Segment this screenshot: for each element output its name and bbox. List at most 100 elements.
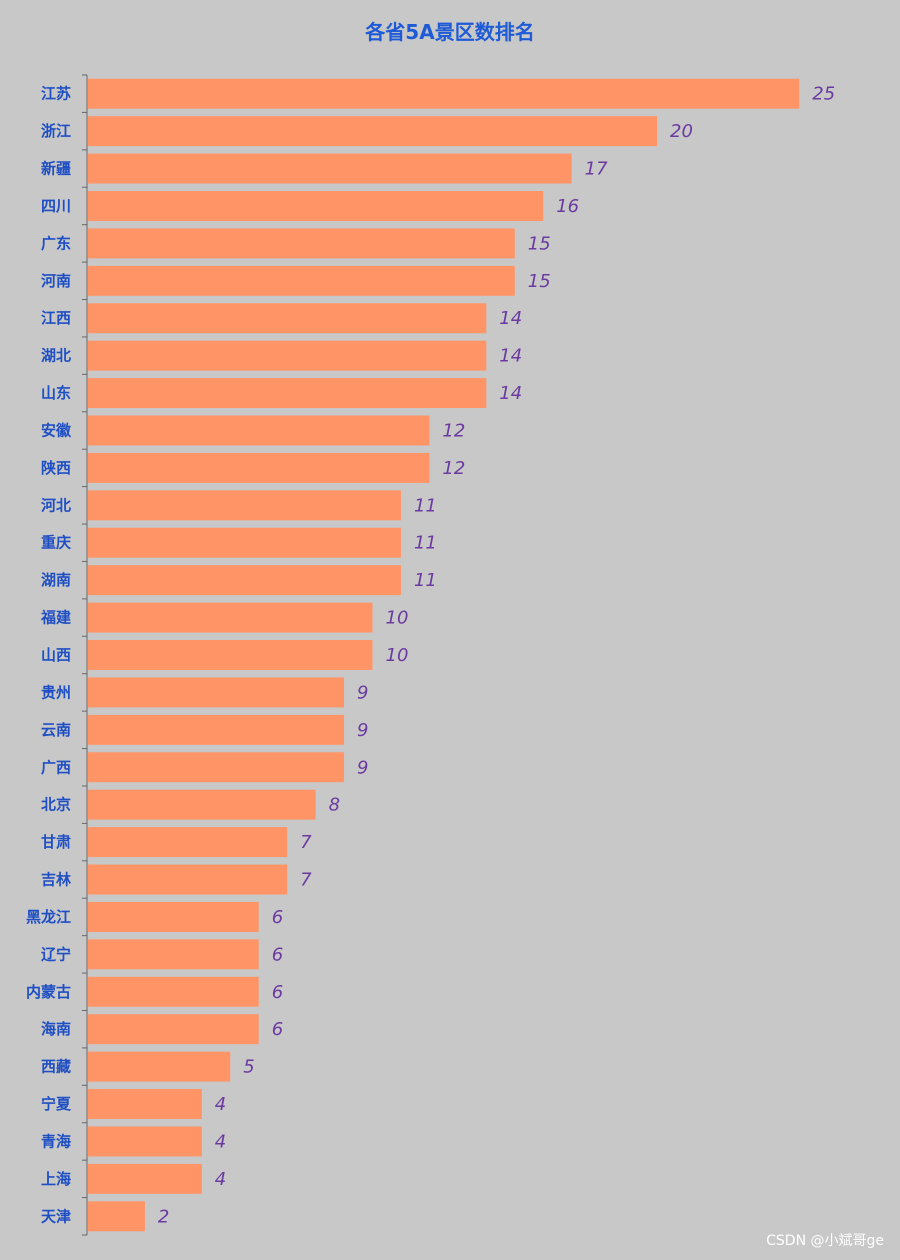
- bar: [88, 78, 800, 109]
- category-label: 河北: [41, 496, 71, 514]
- bar-value-label: 4: [215, 1131, 226, 1152]
- bar-value-label: 4: [215, 1094, 226, 1115]
- bar-value-label: 2: [158, 1206, 169, 1227]
- bar: [88, 789, 316, 820]
- bars: [88, 78, 800, 1232]
- bar: [88, 1163, 202, 1194]
- bar-value-label: 6: [272, 907, 283, 928]
- category-label: 贵州: [41, 683, 71, 701]
- bar-value-label: 4: [215, 1169, 226, 1190]
- category-label: 天津: [41, 1207, 71, 1225]
- category-label: 广西: [41, 758, 71, 776]
- bar-value-label: 11: [414, 570, 437, 591]
- bar-value-label: 15: [528, 271, 551, 292]
- bar: [88, 116, 657, 147]
- bar-value-label: 14: [499, 383, 522, 404]
- bar: [88, 1201, 145, 1232]
- category-label: 陕西: [41, 459, 71, 477]
- category-label: 青海: [41, 1132, 71, 1150]
- bar-value-label: 14: [499, 346, 522, 367]
- category-label: 河南: [41, 272, 71, 290]
- bar: [88, 677, 345, 708]
- category-label: 海南: [41, 1020, 71, 1038]
- category-label: 山东: [41, 384, 71, 402]
- category-label: 山西: [41, 646, 71, 664]
- value-labels: 2520171615151414141212111111101099987766…: [158, 84, 835, 1228]
- bar: [88, 714, 345, 745]
- bar: [88, 1089, 202, 1119]
- category-label: 新疆: [41, 160, 71, 178]
- bar: [88, 901, 259, 932]
- category-label: 辽宁: [41, 945, 71, 963]
- bar: [88, 340, 487, 371]
- category-label: 吉林: [41, 871, 72, 889]
- bar-value-label: 11: [414, 495, 437, 516]
- bar: [88, 752, 345, 783]
- category-label: 内蒙古: [26, 983, 71, 1001]
- bar-value-label: 14: [499, 308, 522, 329]
- watermark: CSDN @小斌哥ge: [766, 1233, 884, 1249]
- bar-value-label: 16: [556, 196, 579, 217]
- bar-value-label: 8: [329, 795, 340, 816]
- bar-value-label: 15: [528, 233, 551, 254]
- bar: [88, 1014, 259, 1045]
- bar-value-label: 10: [386, 608, 409, 629]
- bar: [88, 640, 373, 670]
- category-label: 安徽: [41, 421, 72, 439]
- bar-value-label: 17: [585, 159, 608, 180]
- category-label: 湖北: [41, 347, 71, 365]
- bar: [88, 976, 259, 1007]
- category-label: 江西: [41, 309, 71, 327]
- category-label: 湖南: [41, 571, 71, 589]
- bar-value-label: 7: [300, 870, 312, 891]
- bar-value-label: 9: [357, 682, 368, 703]
- bar-value-label: 12: [442, 420, 465, 441]
- category-label: 浙江: [41, 122, 71, 140]
- bar-value-label: 10: [386, 645, 409, 666]
- category-label: 江苏: [41, 85, 71, 103]
- bar-value-label: 7: [300, 832, 312, 853]
- bar: [88, 827, 288, 858]
- bar: [88, 939, 259, 970]
- category-label: 四川: [41, 197, 71, 215]
- chart-title: 各省5A景区数排名: [365, 20, 535, 44]
- bar-value-label: 20: [670, 121, 693, 142]
- bar: [88, 1126, 202, 1157]
- bar: [88, 191, 544, 221]
- category-label: 福建: [40, 609, 72, 627]
- category-label: 重庆: [41, 534, 71, 552]
- bar: [88, 303, 487, 334]
- bar: [88, 378, 487, 409]
- category-label: 广东: [41, 234, 71, 252]
- bar-value-label: 6: [272, 1019, 283, 1040]
- bar: [88, 864, 288, 895]
- bar-value-label: 6: [272, 944, 283, 965]
- bar: [88, 490, 401, 521]
- category-label: 甘肃: [41, 833, 71, 851]
- bar: [88, 153, 572, 184]
- bar-value-label: 6: [272, 982, 283, 1003]
- bar-value-label: 5: [243, 1057, 254, 1078]
- bar: [88, 527, 401, 558]
- bar-value-label: 12: [442, 458, 465, 479]
- y-axis: [82, 74, 88, 1236]
- bar: [88, 415, 430, 446]
- bar-value-label: 25: [812, 84, 835, 105]
- category-label: 上海: [41, 1170, 71, 1188]
- bar-value-label: 11: [414, 533, 437, 554]
- bar: [88, 228, 515, 259]
- category-labels: 江苏浙江新疆四川广东河南江西湖北山东安徽陕西河北重庆湖南福建山西贵州云南广西北京…: [26, 85, 72, 1226]
- bar: [88, 265, 515, 296]
- category-label: 宁夏: [41, 1095, 72, 1113]
- bar-value-label: 9: [357, 757, 368, 778]
- category-label: 西藏: [41, 1058, 71, 1076]
- bar: [88, 452, 430, 483]
- bar: [88, 565, 401, 596]
- category-label: 黑龙江: [26, 908, 71, 926]
- category-label: 云南: [41, 721, 71, 739]
- bar: [88, 602, 373, 633]
- bar-value-label: 9: [357, 720, 368, 741]
- category-label: 北京: [41, 796, 71, 814]
- bar: [88, 1051, 231, 1082]
